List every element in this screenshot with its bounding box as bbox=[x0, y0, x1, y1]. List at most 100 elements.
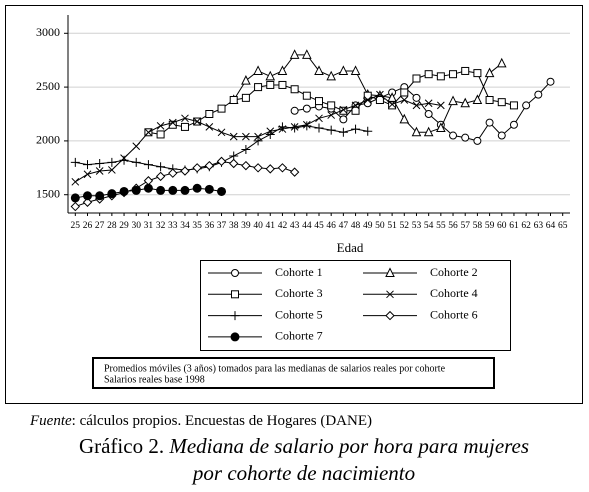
marker bbox=[180, 122, 189, 131]
x-tick-label: 53 bbox=[412, 221, 422, 231]
caption-number: Gráfico 2. bbox=[79, 434, 164, 458]
marker bbox=[351, 124, 361, 134]
marker bbox=[254, 83, 263, 92]
marker bbox=[412, 74, 421, 83]
marker bbox=[107, 189, 117, 199]
marker bbox=[131, 185, 141, 195]
marker bbox=[461, 133, 470, 142]
marker bbox=[217, 128, 226, 137]
marker bbox=[168, 185, 178, 195]
marker bbox=[289, 49, 300, 59]
x-tick-label: 52 bbox=[400, 221, 410, 231]
marker bbox=[70, 157, 80, 167]
marker bbox=[143, 183, 153, 193]
legend-label: Cohorte 2 bbox=[430, 265, 478, 279]
marker bbox=[253, 65, 263, 75]
frame bbox=[5, 5, 583, 404]
marker bbox=[326, 70, 336, 81]
x-tick-label: 51 bbox=[387, 221, 397, 231]
marker bbox=[168, 120, 177, 129]
marker bbox=[229, 158, 239, 169]
source-text: : cálculos propios. Encuestas de Hogares… bbox=[72, 413, 372, 429]
marker bbox=[534, 90, 543, 99]
marker bbox=[473, 69, 482, 78]
x-tick-label: 42 bbox=[278, 221, 288, 231]
marker bbox=[302, 104, 311, 113]
x-tick-label: 61 bbox=[509, 221, 519, 231]
marker bbox=[168, 168, 178, 178]
marker bbox=[119, 155, 129, 165]
marker bbox=[289, 167, 300, 177]
x-tick-label: 46 bbox=[326, 221, 336, 231]
marker bbox=[241, 75, 251, 85]
y-tick-label: 2000 bbox=[36, 133, 60, 147]
x-tick-label: 56 bbox=[448, 221, 458, 231]
x-tick-label: 63 bbox=[534, 221, 544, 231]
marker bbox=[82, 197, 93, 207]
legend-marker bbox=[230, 332, 240, 342]
x-tick-label: 29 bbox=[119, 221, 129, 231]
marker bbox=[277, 122, 287, 132]
legend-label: Cohorte 1 bbox=[275, 265, 323, 279]
y-tick-label: 1500 bbox=[36, 186, 60, 200]
marker bbox=[204, 184, 214, 194]
marker bbox=[411, 126, 422, 137]
marker bbox=[204, 160, 215, 171]
marker bbox=[387, 92, 397, 102]
y-tick-label: 2500 bbox=[36, 79, 60, 93]
marker bbox=[277, 163, 288, 173]
marker bbox=[144, 128, 153, 137]
marker bbox=[412, 101, 421, 110]
marker bbox=[338, 127, 348, 137]
marker bbox=[71, 177, 80, 186]
note-box bbox=[92, 357, 495, 389]
marker bbox=[95, 191, 105, 201]
marker bbox=[180, 185, 190, 195]
marker bbox=[376, 90, 384, 99]
x-tick-label: 59 bbox=[485, 221, 495, 231]
marker bbox=[266, 80, 275, 89]
marker bbox=[436, 72, 445, 81]
marker bbox=[265, 164, 275, 174]
marker bbox=[229, 132, 238, 141]
marker bbox=[327, 101, 336, 110]
marker bbox=[497, 131, 506, 140]
marker bbox=[131, 157, 141, 167]
marker bbox=[216, 156, 227, 167]
marker bbox=[509, 101, 518, 110]
marker bbox=[70, 201, 81, 212]
marker bbox=[156, 162, 166, 172]
x-tick-label: 37 bbox=[217, 221, 227, 231]
marker bbox=[363, 126, 373, 136]
marker bbox=[278, 80, 287, 89]
marker bbox=[485, 96, 494, 105]
x-tick-label: 31 bbox=[144, 221, 154, 231]
marker bbox=[484, 67, 495, 78]
marker bbox=[314, 123, 324, 133]
marker bbox=[143, 176, 154, 186]
legend-label: Cohorte 4 bbox=[430, 286, 478, 300]
marker bbox=[95, 159, 105, 168]
marker bbox=[290, 106, 299, 115]
x-tick-label: 33 bbox=[168, 221, 178, 231]
caption-title: por cohorte de nacimiento bbox=[191, 461, 415, 485]
marker bbox=[241, 145, 251, 155]
marker bbox=[339, 115, 348, 124]
marker bbox=[400, 96, 409, 104]
marker bbox=[277, 65, 288, 75]
x-tick-label: 64 bbox=[546, 221, 556, 231]
marker bbox=[217, 186, 227, 196]
marker bbox=[132, 142, 141, 151]
marker bbox=[449, 131, 458, 140]
marker bbox=[155, 171, 166, 182]
marker bbox=[217, 104, 226, 113]
marker bbox=[522, 101, 531, 110]
marker bbox=[497, 98, 506, 107]
marker bbox=[375, 96, 384, 105]
x-tick-label: 26 bbox=[83, 221, 93, 231]
marker bbox=[302, 121, 312, 131]
marker bbox=[326, 125, 336, 135]
marker bbox=[314, 65, 324, 75]
